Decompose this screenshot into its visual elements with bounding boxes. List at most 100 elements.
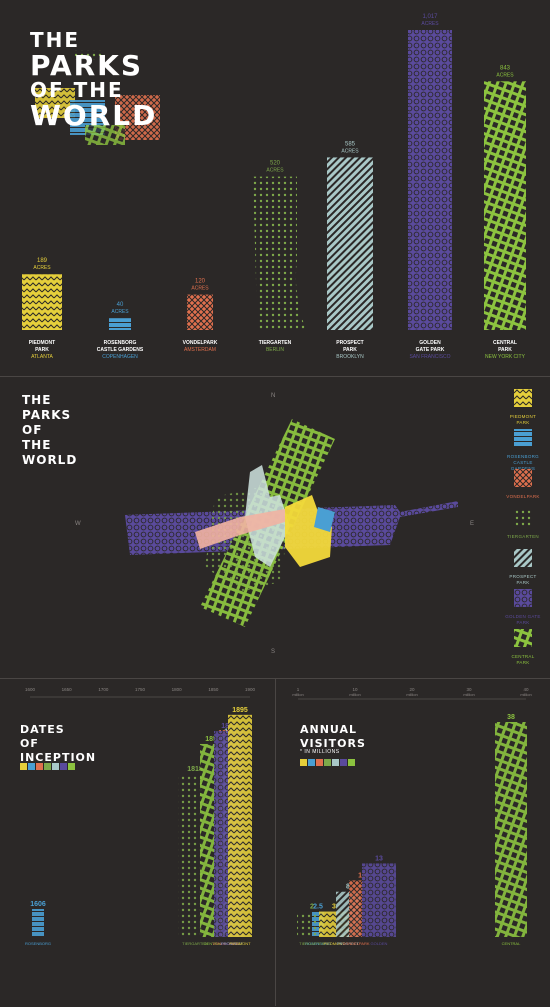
acres-name-rosenborg: CASTLE GARDENS: [97, 347, 144, 353]
visitors-name-prospect: PROSPECT: [337, 941, 360, 946]
visitors-tick-10: 10: [352, 687, 358, 692]
inception-label-tiergarten: 1818: [187, 766, 203, 773]
acres-city-prospect: BROOKLYN: [336, 354, 364, 360]
acres-mark-prospect: [327, 157, 373, 330]
acres-name-prospect: PROSPECT: [336, 340, 364, 346]
acres-mark-piedmont: [22, 274, 62, 330]
visitors-name-central: CENTRAL: [502, 941, 521, 946]
visitors-bar-central: 38 CENTRAL: [495, 714, 527, 946]
acres-panel: THE PARKS OF THE WORLD 189 ACRES PIEDMONT P…: [0, 0, 550, 374]
legend-item-vondelpark: VONDELPARK: [505, 469, 541, 500]
inception-tick-1850: 1850: [208, 687, 219, 692]
inception-name-rosenborg: ROSENBORG: [25, 941, 51, 946]
acres-name-rosenborg: ROSENBORG: [104, 340, 137, 346]
legend-label-golden_gate: GOLDEN GATE PARK: [505, 614, 541, 625]
visitors-title-1: ANNUAL: [300, 723, 358, 736]
acres-value-piedmont: 189: [37, 258, 48, 264]
legend-swatch-vondelpark: [514, 469, 532, 487]
acres-mark-tiergarten: [253, 176, 306, 330]
legend-label-tiergarten: TIERGARTEN: [507, 534, 539, 539]
swatch-central: [348, 759, 355, 766]
visitors-tick-40: 40: [523, 687, 529, 692]
acres-city-tiergarten: BERLIN: [266, 347, 284, 353]
inception-name-tiergarten: TIERGARTEN: [182, 941, 208, 946]
acres-city-vondelpark: AMSTERDAM: [184, 347, 216, 353]
inception-tick-1900: 1900: [245, 687, 256, 692]
acres-name-tiergarten: TIERGARTEN: [259, 340, 292, 346]
inception-name-golden_gate: GOLDEN: [221, 941, 238, 946]
title-line-3: OF THE: [30, 78, 124, 103]
acres-chart: 189ACRESPIEDMONTPARKATLANTA40ACRESROSENB…: [22, 14, 526, 360]
acres-value-rosenborg: 40: [117, 302, 124, 308]
acres-mark-vondelpark: [187, 294, 213, 330]
swatch-piedmont: [300, 759, 307, 766]
inception-name-central: CENTRAL: [204, 941, 223, 946]
swatch-central: [68, 763, 75, 770]
rosenborg-shape: [314, 507, 335, 532]
swatch-piedmont: [20, 763, 27, 770]
acres-name-central: CENTRAL: [493, 340, 517, 346]
acres-city-golden_gate: SAN FRANCISCO: [409, 354, 450, 360]
inception-label-central: 1857: [205, 736, 221, 743]
acres-city-central: NEW YORK CITY: [485, 354, 526, 360]
title-line-2: PARKS: [30, 49, 144, 82]
legend-item-central: CENTRAL PARK: [505, 629, 541, 666]
acres-unit-vondelpark: ACRES: [191, 286, 209, 292]
map-title-2: PARKS: [22, 408, 72, 422]
compass-south: S: [271, 649, 276, 655]
inception-bar-rosenborg: 1606 ROSENBORG: [25, 901, 51, 946]
swatch-rosenborg: [308, 759, 315, 766]
title-line-1: THE: [30, 28, 81, 52]
visitors-label-central: 38: [507, 714, 515, 721]
inception-tick-1750: 1750: [135, 687, 146, 692]
acres-unit-central: ACRES: [496, 72, 514, 78]
swatch-vondelpark: [36, 763, 43, 770]
swatch-tiergarten: [324, 759, 331, 766]
visitors-tick-20: 20: [409, 687, 415, 692]
inception-swatches: [20, 763, 75, 770]
legend-label-piedmont: PIEDMONT PARK: [509, 414, 537, 425]
visitors-tick-unit-40: million: [520, 692, 531, 697]
visitors-tick-1: 1: [297, 687, 300, 692]
inception-tick-1600: 1600: [25, 687, 36, 692]
visitors-label-tiergarten: 2: [310, 904, 314, 911]
legend-swatch-prospect: [514, 549, 532, 567]
compass-north: N: [271, 393, 276, 399]
legend-swatch-rosenborg: [514, 429, 532, 447]
inception-title-2: OF: [20, 736, 39, 750]
map-title: THE PARKS OF THE WORLD: [22, 393, 77, 468]
compass-east: E: [470, 521, 475, 527]
swatch-tiergarten: [44, 763, 51, 770]
visitors-name-tiergarten: TIERGARTEN: [299, 941, 325, 946]
acres-value-prospect: 585: [345, 141, 356, 147]
legend-item-tiergarten: TIERGARTEN: [505, 509, 541, 540]
legend-swatch-tiergarten: [514, 509, 532, 527]
vondelpark-shape: [195, 509, 285, 549]
acres-unit-tiergarten: ACRES: [266, 168, 284, 174]
inception-tick-1800: 1800: [172, 687, 183, 692]
visitors-name-piedmont: PIEDMONT: [323, 941, 345, 946]
legend-label-prospect: PROSPECT PARK: [509, 574, 537, 585]
visitors-label-piedmont: 3: [332, 904, 336, 911]
acres-mark-central: [484, 81, 526, 331]
inception-bar-piedmont: 1895 PIEDMONT: [228, 707, 252, 946]
acres-unit-prospect: ACRES: [341, 148, 359, 154]
acres-value-central: 843: [500, 65, 511, 71]
legend-item-golden_gate: GOLDEN GATE PARK: [505, 589, 541, 626]
inception-label-rosenborg: 1606: [30, 901, 46, 908]
visitors-tick-unit-30: million: [463, 692, 474, 697]
acres-unit-golden_gate: ACRES: [421, 21, 439, 27]
inception-title-3: INCEPTION: [20, 750, 97, 764]
acres-value-golden_gate: 1,017: [422, 14, 438, 20]
inception-chart: 1600 1650 1700 1750 1800 1850 1900 1606 ROSENBOR…: [25, 687, 256, 946]
panel-divider: [275, 678, 276, 1006]
inception-name-vondelpark: VONDELPARK: [212, 941, 239, 946]
visitors-title: ANNUAL VISITORS: [300, 723, 366, 751]
swatch-rosenborg: [28, 763, 35, 770]
visitors-bar-golden_gate: 13 GOLDEN: [362, 855, 396, 946]
